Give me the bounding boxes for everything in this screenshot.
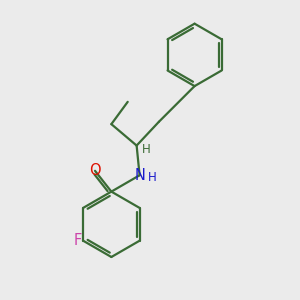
Text: O: O [89, 163, 101, 178]
Text: N: N [134, 168, 145, 183]
Text: F: F [74, 233, 82, 248]
Text: H: H [148, 171, 157, 184]
Text: H: H [142, 142, 151, 156]
